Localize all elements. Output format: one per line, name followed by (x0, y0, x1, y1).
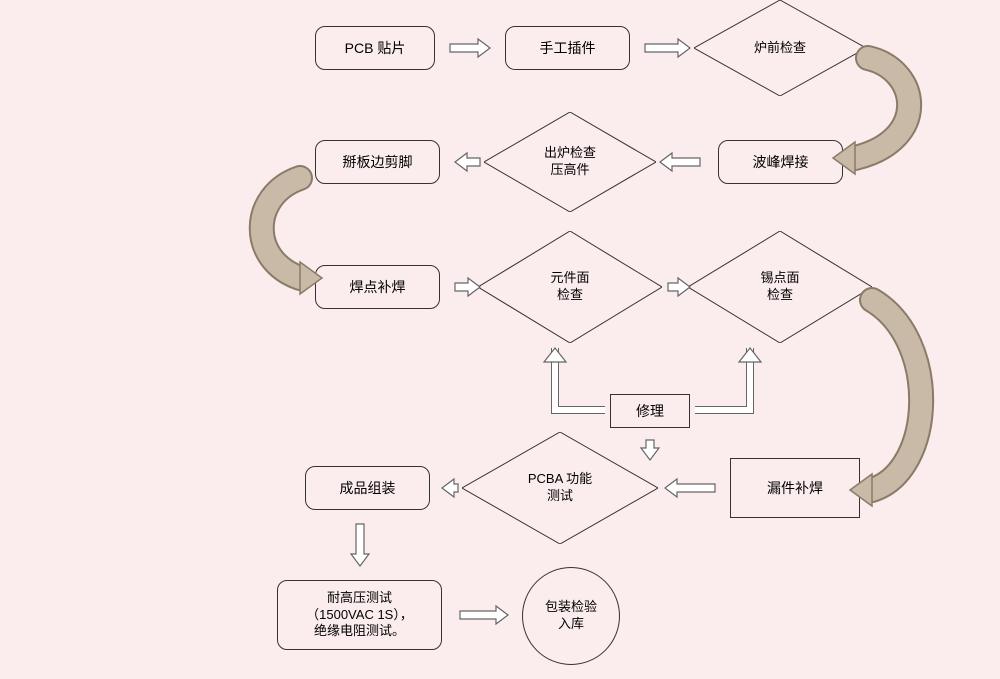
node-n_outcheck: 出炉检查 压高件 (484, 112, 656, 212)
node-n_wave: 波峰焊接 (718, 140, 843, 184)
node-n_prefurnace: 炉前检查 (694, 0, 866, 96)
node-n_assembly: 成品组装 (305, 466, 430, 510)
node-n_manual: 手工插件 (505, 26, 630, 70)
node-n_hipot: 耐高压测试 （1500VAC 1S）， 绝缘电阻测试。 (277, 580, 442, 650)
node-n_leak: 漏件补焊 (730, 458, 860, 518)
node-n_repair: 修理 (610, 394, 690, 428)
node-n_tincheck: 锡点面 检查 (688, 231, 872, 343)
node-n_resolder: 焊点补焊 (315, 265, 440, 309)
flowchart-stage: PCB 贴片 手工插件 炉前检查波峰焊接 出炉检查 压高件掰板边剪脚焊点补焊元件面 检… (0, 0, 1000, 679)
node-n_clip: 掰板边剪脚 (315, 140, 440, 184)
node-n_pcb: PCB 贴片 (315, 26, 435, 70)
node-n_pack: 包装检验 入库 (522, 567, 620, 665)
node-n_compcheck: 元件面 检查 (478, 231, 662, 343)
node-n_pcba: PCBA 功能 测试 (462, 432, 658, 544)
